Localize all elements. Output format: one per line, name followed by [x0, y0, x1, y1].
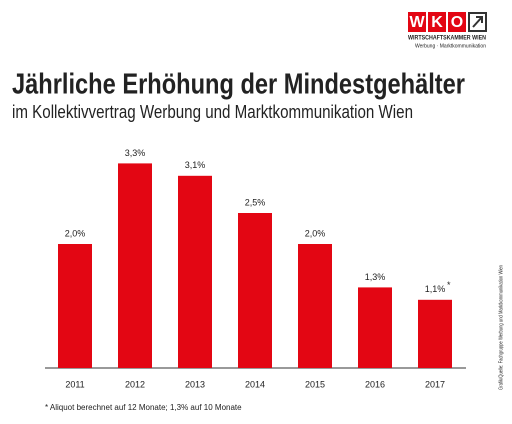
logo-division: Werbung · Marktkommunikation: [415, 43, 486, 49]
value-label: 2,5%: [245, 197, 266, 207]
bar: [178, 175, 212, 368]
x-tick-label: 2012: [125, 379, 145, 389]
bar: [298, 244, 332, 368]
logo-arrow-box: [468, 12, 487, 32]
logo-box: [448, 12, 466, 32]
value-label: 1,1%: [425, 284, 446, 294]
logo-letter: O: [451, 14, 463, 31]
value-label: 3,1%: [185, 160, 206, 170]
logo-box: [408, 12, 426, 32]
x-tick-label: 2016: [365, 379, 385, 389]
annotation-marker: *: [447, 280, 451, 290]
logo-letter: W: [409, 14, 425, 31]
bar: [238, 213, 272, 368]
value-label: 1,3%: [365, 272, 386, 282]
x-tick-label: 2017: [425, 379, 445, 389]
x-tick-label: 2011: [65, 379, 84, 389]
logo-letter: K: [431, 14, 443, 31]
bar: [358, 287, 392, 368]
footnote: * Aliquot berechnet auf 12 Monate; 1,3% …: [45, 403, 242, 412]
x-tick-label: 2013: [185, 379, 205, 389]
logo: W K O WIRTSCHAFTSKAMMER WIEN Werbung · M…: [408, 12, 487, 49]
value-label: 2,0%: [305, 228, 326, 238]
logo-name: WIRTSCHAFTSKAMMER WIEN: [408, 36, 486, 42]
logo-arrow: [472, 16, 483, 28]
chart-subtitle: im Kollektivvertrag Werbung und Marktkom…: [12, 102, 413, 122]
bar: [118, 163, 152, 368]
value-label: 3,3%: [125, 148, 146, 158]
x-tick-label: 2014: [245, 379, 265, 389]
bar: [418, 299, 452, 368]
logo-box: [428, 12, 446, 32]
chart-title: Jährliche Erhöhung der Mindestgehälter: [12, 69, 465, 101]
bar: [58, 244, 92, 368]
x-tick-label: 2015: [305, 379, 325, 389]
source: Grafik/Quelle: Fachgruppe Werbung und Ma…: [498, 265, 504, 390]
value-label: 2,0%: [65, 228, 86, 238]
